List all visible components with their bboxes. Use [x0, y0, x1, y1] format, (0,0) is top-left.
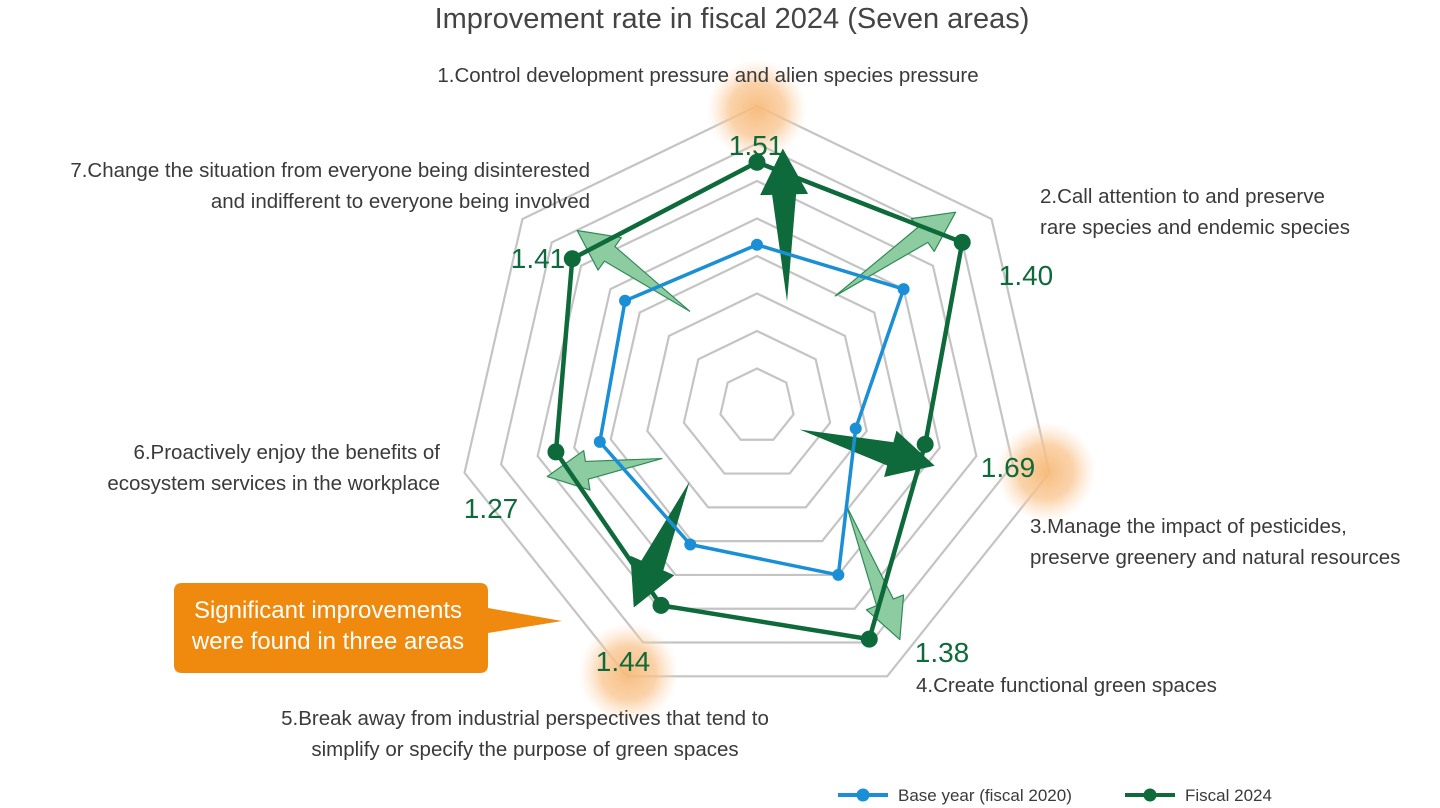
axis-label-6: 6.Proactively enjoy the benefits of ecosy…	[107, 441, 440, 495]
axis-label-line: 7.Change the situation from everyone bei…	[70, 159, 590, 182]
series-line	[553, 160, 965, 642]
data-point	[751, 238, 763, 251]
grid-ring	[719, 367, 795, 441]
axis-label-line: simplify or specify the purpose of green…	[311, 738, 738, 761]
axis-labels: 1.Control development pressure and alien…	[70, 64, 1400, 761]
axis-label-line: 2.Call attention to and preserve	[1040, 185, 1325, 208]
highlight-glow	[578, 622, 679, 723]
data-point	[832, 568, 845, 581]
data-point	[593, 435, 606, 448]
callout-bubble	[174, 583, 562, 673]
improvement-arrow	[576, 229, 691, 312]
grid-ring	[573, 217, 941, 577]
improvement-rate-4: 1.38	[915, 637, 970, 668]
axis-label-5: 5.Break away from industrial perspective…	[281, 707, 769, 761]
data-point	[619, 294, 632, 307]
data-point	[860, 630, 878, 648]
improvement-rate-5: 1.44	[596, 646, 651, 677]
chart-title: Improvement rate in fiscal 2024 (Seven a…	[435, 3, 1030, 35]
data-point	[897, 283, 910, 296]
improvement-rate-7: 1.41	[511, 243, 566, 274]
axis-label-line: rare species and endemic species	[1040, 216, 1350, 239]
axis-label-4: 4.Create functional green spaces	[916, 674, 1217, 697]
legend-label: Fiscal 2024	[1185, 786, 1272, 805]
improvement-arrow	[799, 429, 935, 478]
grid-ring	[609, 254, 905, 543]
data-point	[547, 443, 565, 461]
axis-label-line: 6.Proactively enjoy the benefits of	[133, 441, 440, 464]
data-point	[748, 153, 766, 171]
axis-label-line: and indifferent to everyone being involv…	[211, 190, 590, 213]
axis-label-line: 1.Control development pressure and alien…	[437, 64, 978, 87]
highlight-glow	[707, 59, 807, 160]
highlight-glow	[995, 421, 1096, 522]
data-point	[849, 422, 862, 435]
axis-label-line: 5.Break away from industrial perspective…	[281, 707, 769, 730]
axis-label-line: 3.Manage the impact of pesticides,	[1030, 515, 1347, 538]
callout-line: were found in three areas	[191, 628, 464, 655]
data-point	[916, 435, 934, 453]
grid-ring	[682, 329, 832, 475]
data-point	[953, 233, 971, 251]
improvement-arrow	[630, 481, 690, 608]
improvement-arrow	[760, 148, 809, 302]
grid-ring	[536, 179, 978, 610]
grid-ring	[499, 142, 1015, 644]
series-line	[598, 243, 906, 577]
legend-label: Base year (fiscal 2020)	[898, 786, 1072, 805]
highlight-glows	[578, 59, 1096, 723]
axis-label-7: 7.Change the situation from everyone bei…	[70, 159, 590, 213]
improvement-arrows	[546, 148, 957, 641]
callout-line: Significant improvements	[194, 597, 462, 624]
data-point	[652, 596, 670, 614]
axis-label-1: 1.Control development pressure and alien…	[437, 64, 978, 87]
improvement-rate-1: 1.51	[729, 130, 784, 161]
improvement-arrow	[834, 211, 957, 297]
radar-grid	[463, 104, 1051, 678]
legend-swatch-dot	[856, 788, 870, 802]
improvement-rate-6: 1.27	[464, 493, 519, 524]
axis-label-3: 3.Manage the impact of pesticides, preser…	[1030, 515, 1400, 569]
callout: Significant improvements were found in th…	[174, 583, 562, 673]
improvement-rates: 1.51 1.40 1.69 1.38 1.44 1.27 1.41	[464, 130, 1054, 677]
grid-ring	[463, 104, 1051, 678]
data-point	[684, 538, 697, 551]
improvement-rate-2: 1.40	[999, 260, 1054, 291]
axis-label-line: 4.Create functional green spaces	[916, 674, 1217, 697]
axis-label-2: 2.Call attention to and preserve rare spe…	[1040, 185, 1350, 239]
data-point	[563, 250, 581, 268]
callout-text: Significant improvements were found in th…	[191, 597, 464, 655]
axis-label-line: ecosystem services in the workplace	[107, 472, 440, 495]
axis-label-line: preserve greenery and natural resources	[1030, 546, 1400, 569]
improvement-rate-3: 1.69	[981, 452, 1036, 483]
data-series	[547, 153, 971, 648]
legend: Base year (fiscal 2020) Fiscal 2024	[838, 786, 1272, 805]
legend-swatch-dot	[1143, 788, 1157, 802]
grid-ring	[646, 292, 868, 509]
